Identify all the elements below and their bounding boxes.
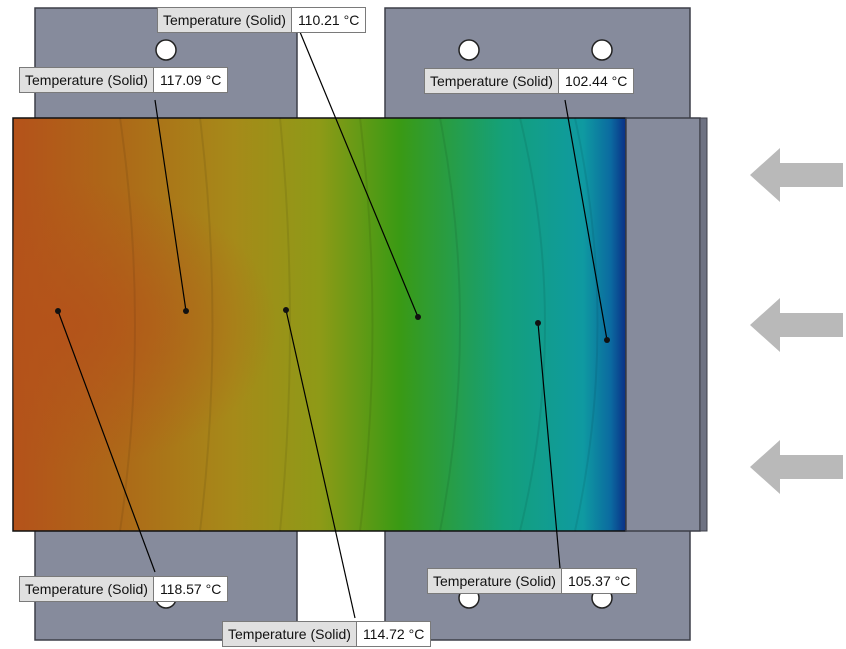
probe-point <box>535 320 541 326</box>
probe-label-5[interactable]: Temperature (Solid) 105.37 °C <box>427 568 638 594</box>
leader-line <box>154 99 187 312</box>
probe-name: Temperature (Solid) <box>158 8 292 32</box>
leader-line <box>57 310 156 573</box>
probe-label-4[interactable]: Temperature (Solid) 118.57 °C <box>19 576 229 602</box>
probe-name: Temperature (Solid) <box>223 622 357 646</box>
probe-value: 110.21 °C <box>291 8 366 32</box>
probe-label-3[interactable]: Temperature (Solid) 102.44 °C <box>424 68 635 94</box>
bolt-hole <box>155 39 177 61</box>
probe-label-1[interactable]: Temperature (Solid) 110.21 °C <box>157 7 367 33</box>
leader-line <box>564 99 608 341</box>
probe-name: Temperature (Solid) <box>428 569 562 593</box>
probe-points <box>55 307 610 343</box>
probe-value: 102.44 °C <box>558 69 634 93</box>
probe-name: Temperature (Solid) <box>425 69 559 93</box>
probe-value: 105.37 °C <box>561 569 637 593</box>
side-plate-edge <box>699 117 708 532</box>
probe-point <box>55 308 61 314</box>
flow-arrows <box>750 148 843 494</box>
probe-value: 117.09 °C <box>153 68 228 92</box>
probe-leaders <box>57 31 608 619</box>
bolt-hole <box>458 39 480 61</box>
probe-value: 114.72 °C <box>356 622 431 646</box>
contour-lines <box>119 117 599 532</box>
probe-value: 118.57 °C <box>153 577 228 601</box>
probe-point <box>183 308 189 314</box>
probe-point <box>283 307 289 313</box>
probe-label-2[interactable]: Temperature (Solid) 117.09 °C <box>19 67 229 93</box>
left-arrow-icon <box>750 440 843 494</box>
left-arrow-icon <box>750 148 843 202</box>
top-right-bracket <box>384 7 691 124</box>
left-arrow-icon <box>750 298 843 352</box>
hot-spot <box>13 118 626 531</box>
leader-line <box>299 31 419 318</box>
leader-line <box>537 322 561 569</box>
probe-point <box>604 337 610 343</box>
side-plate <box>625 117 701 532</box>
leader-line <box>285 309 356 619</box>
probe-name: Temperature (Solid) <box>20 577 154 601</box>
bolt-hole <box>591 39 613 61</box>
probe-point <box>415 314 421 320</box>
probe-name: Temperature (Solid) <box>20 68 154 92</box>
probe-label-6[interactable]: Temperature (Solid) 114.72 °C <box>222 621 432 647</box>
